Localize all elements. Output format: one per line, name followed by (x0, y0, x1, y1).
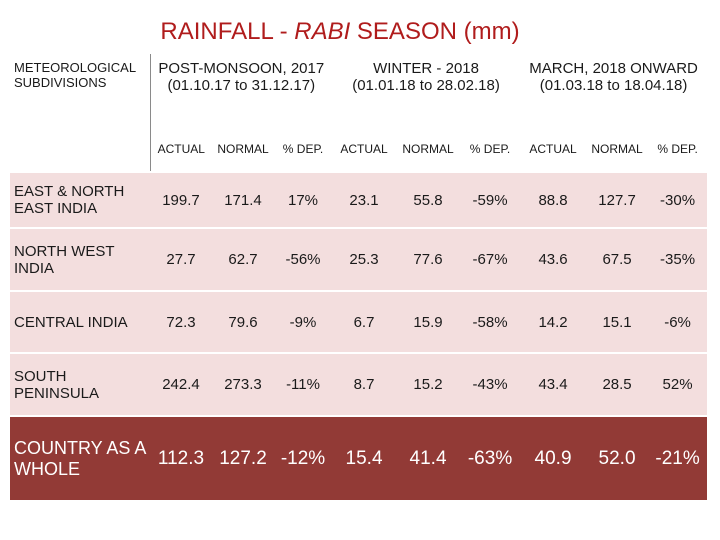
col-normal: NORMAL (396, 126, 461, 172)
cell: 6.7 (332, 290, 397, 353)
cell: 112.3 (150, 415, 212, 500)
header-row: METEOROLOGICAL SUBDIVISIONS POST-MONSOON… (10, 54, 708, 126)
table-row-total: COUNTRY AS A WHOLE 112.3 127.2 -12% 15.4… (10, 415, 708, 500)
col-normal: NORMAL (586, 126, 649, 172)
cell: 43.4 (520, 352, 587, 416)
cell: -67% (460, 227, 521, 291)
table-row: NORTH WEST INDIA 27.7 62.7 -56% 25.3 77.… (10, 227, 708, 291)
col-dep: % DEP. (648, 126, 708, 172)
cell: 72.3 (150, 290, 212, 353)
cell: 15.9 (396, 290, 461, 353)
cell: 28.5 (586, 352, 649, 416)
cell: 62.7 (212, 227, 274, 291)
cell: 127.7 (586, 171, 649, 228)
title-italic: RABI (294, 18, 351, 45)
cell: 52.0 (586, 415, 649, 500)
table-row: CENTRAL INDIA 72.3 79.6 -9% 6.7 15.9 -58… (10, 290, 708, 353)
cell: 171.4 (212, 171, 274, 228)
period-header-post-monsoon: POST-MONSOON, 2017 (01.10.17 to 31.12.17… (150, 54, 333, 126)
cell: 15.4 (332, 415, 397, 500)
column-header-row: ACTUAL NORMAL % DEP. ACTUAL NORMAL % DEP… (10, 126, 708, 172)
cell: 55.8 (396, 171, 461, 228)
col-dep: % DEP. (274, 126, 333, 172)
cell: 15.1 (586, 290, 649, 353)
col-actual: ACTUAL (332, 126, 397, 172)
col-dep: % DEP. (460, 126, 521, 172)
col-normal: NORMAL (212, 126, 274, 172)
subdivision-header: METEOROLOGICAL SUBDIVISIONS (10, 54, 151, 126)
row-name: COUNTRY AS A WHOLE (10, 415, 150, 500)
cell: 67.5 (586, 227, 649, 291)
table-row: SOUTH PENINSULA 242.4 273.3 -11% 8.7 15.… (10, 352, 708, 416)
col-actual: ACTUAL (150, 126, 212, 172)
cell: -58% (460, 290, 521, 353)
cell: -30% (648, 171, 708, 228)
cell: 43.6 (520, 227, 587, 291)
cell: 14.2 (520, 290, 587, 353)
cell: 273.3 (212, 352, 274, 416)
row-name: SOUTH PENINSULA (10, 352, 150, 416)
page-number: 3 (688, 519, 694, 530)
row-name: NORTH WEST INDIA (10, 227, 150, 291)
period-header-march: MARCH, 2018 ONWARD (01.03.18 to 18.04.18… (520, 54, 708, 126)
page-title: RAINFALL - RABI SEASON (mm) (160, 18, 520, 45)
blank-cell (10, 126, 151, 172)
cell: 77.6 (396, 227, 461, 291)
cell: -12% (274, 415, 333, 500)
cell: 52% (648, 352, 708, 416)
table-row: EAST & NORTH EAST INDIA 199.7 171.4 17% … (10, 171, 708, 228)
row-name: CENTRAL INDIA (10, 290, 150, 353)
cell: 8.7 (332, 352, 397, 416)
col-actual: ACTUAL (520, 126, 587, 172)
cell: 25.3 (332, 227, 397, 291)
cell: 40.9 (520, 415, 587, 500)
cell: -9% (274, 290, 333, 353)
cell: -63% (460, 415, 521, 500)
cell: 27.7 (150, 227, 212, 291)
cell: 199.7 (150, 171, 212, 228)
cell: 242.4 (150, 352, 212, 416)
cell: 15.2 (396, 352, 461, 416)
cell: -11% (274, 352, 333, 416)
cell: -59% (460, 171, 521, 228)
cell: 79.6 (212, 290, 274, 353)
cell: -6% (648, 290, 708, 353)
row-name: EAST & NORTH EAST INDIA (10, 171, 150, 228)
cell: 17% (274, 171, 333, 228)
cell: -56% (274, 227, 333, 291)
cell: -43% (460, 352, 521, 416)
cell: -35% (648, 227, 708, 291)
cell: 23.1 (332, 171, 397, 228)
cell: 88.8 (520, 171, 587, 228)
cell: -21% (648, 415, 708, 500)
cell: 41.4 (396, 415, 461, 500)
cell: 127.2 (212, 415, 274, 500)
period-header-winter: WINTER - 2018 (01.01.18 to 28.02.18) (332, 54, 521, 126)
rainfall-table: METEOROLOGICAL SUBDIVISIONS POST-MONSOON… (10, 54, 708, 500)
